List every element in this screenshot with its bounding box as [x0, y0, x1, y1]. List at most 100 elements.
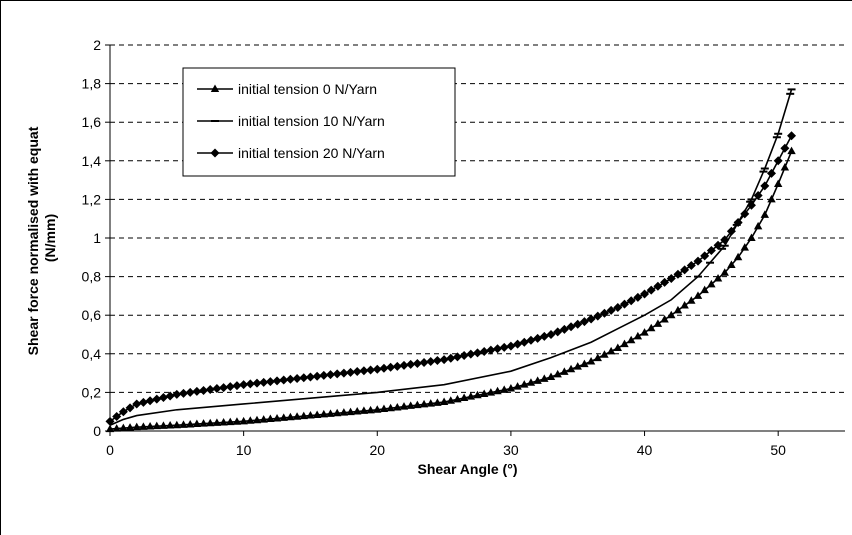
series-2-point-34 [332, 369, 342, 379]
series-2-point-79 [633, 292, 643, 302]
series-0-point-54 [466, 392, 476, 400]
series-0-point-71 [580, 359, 589, 368]
series-2-point-42 [386, 362, 396, 372]
legend-label-2: initial tension 20 N/Yarn [238, 145, 385, 161]
legend-item-2: initial tension 20 N/Yarn [197, 145, 385, 161]
series-0-point-25 [272, 413, 282, 422]
series-2-point-38 [359, 366, 369, 376]
series-0-point-60 [506, 384, 516, 392]
series-0-point-1 [112, 424, 121, 432]
series-2-point-77 [620, 299, 629, 309]
series-2-point-5 [138, 397, 148, 407]
series-2-point-32 [319, 370, 329, 380]
series-0-point-7 [152, 421, 161, 430]
series-0-point-14 [199, 419, 208, 427]
series-2-point-86 [680, 265, 690, 275]
series-2-point-29 [299, 373, 309, 383]
series-2-point-66 [546, 330, 556, 339]
series-2-point-98 [760, 181, 770, 191]
series-2-point-87 [686, 261, 696, 271]
y-tick-label-0: 0 [93, 423, 101, 439]
y-axis-title-line1: Shear force normalised with equat [25, 126, 41, 355]
series-0-point-82 [653, 319, 663, 327]
series-2-point-100 [773, 156, 783, 166]
y-tick-label-9: 1,8 [82, 76, 102, 92]
x-tick-label-1: 10 [236, 442, 252, 458]
series-0-point-42 [386, 403, 395, 412]
series-2-point-91 [713, 240, 723, 250]
series-0-point-70 [573, 362, 582, 370]
series-2-point-0 [105, 416, 115, 426]
series-0-point-20 [239, 416, 248, 425]
series-2-point-60 [506, 341, 516, 351]
series-0-point-69 [566, 364, 576, 373]
series-2-point-68 [559, 324, 569, 334]
series-0-point-15 [206, 418, 215, 427]
series-2-point-59 [499, 342, 509, 352]
series-0-point-85 [673, 305, 683, 314]
series-0-point-33 [326, 409, 335, 417]
series-0-point-55 [473, 390, 482, 399]
series-2-point-20 [239, 380, 249, 390]
legend-label-0: initial tension 0 N/Yarn [238, 81, 377, 97]
y-tick-label-3: 0,6 [82, 307, 102, 323]
series-2-point-75 [606, 305, 616, 315]
series-2-point-72 [586, 314, 596, 324]
series-2-point-24 [265, 377, 275, 387]
series-2-point-49 [432, 356, 442, 366]
series-0-point-4 [132, 422, 141, 431]
series-2-point-16 [212, 384, 222, 394]
series-0-point-46 [413, 400, 422, 409]
series-2-point-15 [205, 385, 215, 395]
series-2-point-78 [626, 296, 636, 306]
series-2-point-40 [372, 364, 382, 374]
series-0-point-48 [426, 399, 435, 407]
y-axis-title: Shear force normalised with equat (N/mm) [25, 126, 58, 355]
series-2-point-99 [767, 168, 776, 178]
series-0-point-11 [179, 420, 188, 428]
series-2-point-61 [513, 339, 523, 349]
series-0-point-97 [753, 221, 763, 230]
series-2-point-41 [379, 363, 389, 373]
series-0-point-21 [246, 416, 255, 424]
series-0-point-75 [606, 346, 616, 355]
series-2-point-73 [593, 311, 603, 321]
series-2-point-55 [473, 348, 482, 358]
series-0-point-6 [145, 421, 155, 430]
series-2-point-10 [172, 389, 182, 399]
series-2-point-50 [439, 355, 449, 365]
series-2-point-65 [539, 331, 549, 341]
series-0-point-78 [626, 335, 636, 344]
series-0-point-79 [633, 331, 643, 340]
series-0-point-98 [760, 210, 770, 218]
series-2-point-85 [673, 269, 683, 279]
series-0-point-93 [727, 260, 736, 269]
series-2 [105, 131, 797, 426]
series-2-point-83 [660, 277, 670, 287]
series-0-point-68 [560, 367, 569, 375]
y-axis-title-line2: (N/mm) [42, 214, 58, 262]
series-2-point-18 [225, 382, 235, 392]
series-2-point-8 [158, 393, 168, 403]
series-2-point-67 [553, 327, 563, 337]
y-tick-label-6: 1,2 [82, 191, 102, 207]
series-0-point-22 [252, 415, 262, 424]
series-0-point-8 [159, 421, 168, 429]
series-2-point-11 [179, 388, 188, 398]
series-0-point-73 [593, 353, 602, 362]
legend-item-1: initial tension 10 N/Yarn [197, 113, 385, 129]
series-0-point-31 [312, 410, 322, 418]
series-2-point-9 [165, 391, 175, 401]
legend-label-1: initial tension 10 N/Yarn [238, 113, 385, 129]
series-0-point-62 [520, 380, 529, 388]
y-tick-label-4: 0,8 [82, 269, 102, 285]
series-0-point-36 [346, 407, 355, 416]
series-0-point-65 [540, 374, 549, 382]
legend-item-0: initial tension 0 N/Yarn [197, 81, 377, 97]
series-2-point-51 [446, 353, 456, 363]
series-0-point-57 [486, 388, 496, 396]
series-2-point-33 [326, 370, 335, 380]
series-0-point-39 [366, 405, 375, 414]
series-0-point-90 [707, 279, 716, 288]
